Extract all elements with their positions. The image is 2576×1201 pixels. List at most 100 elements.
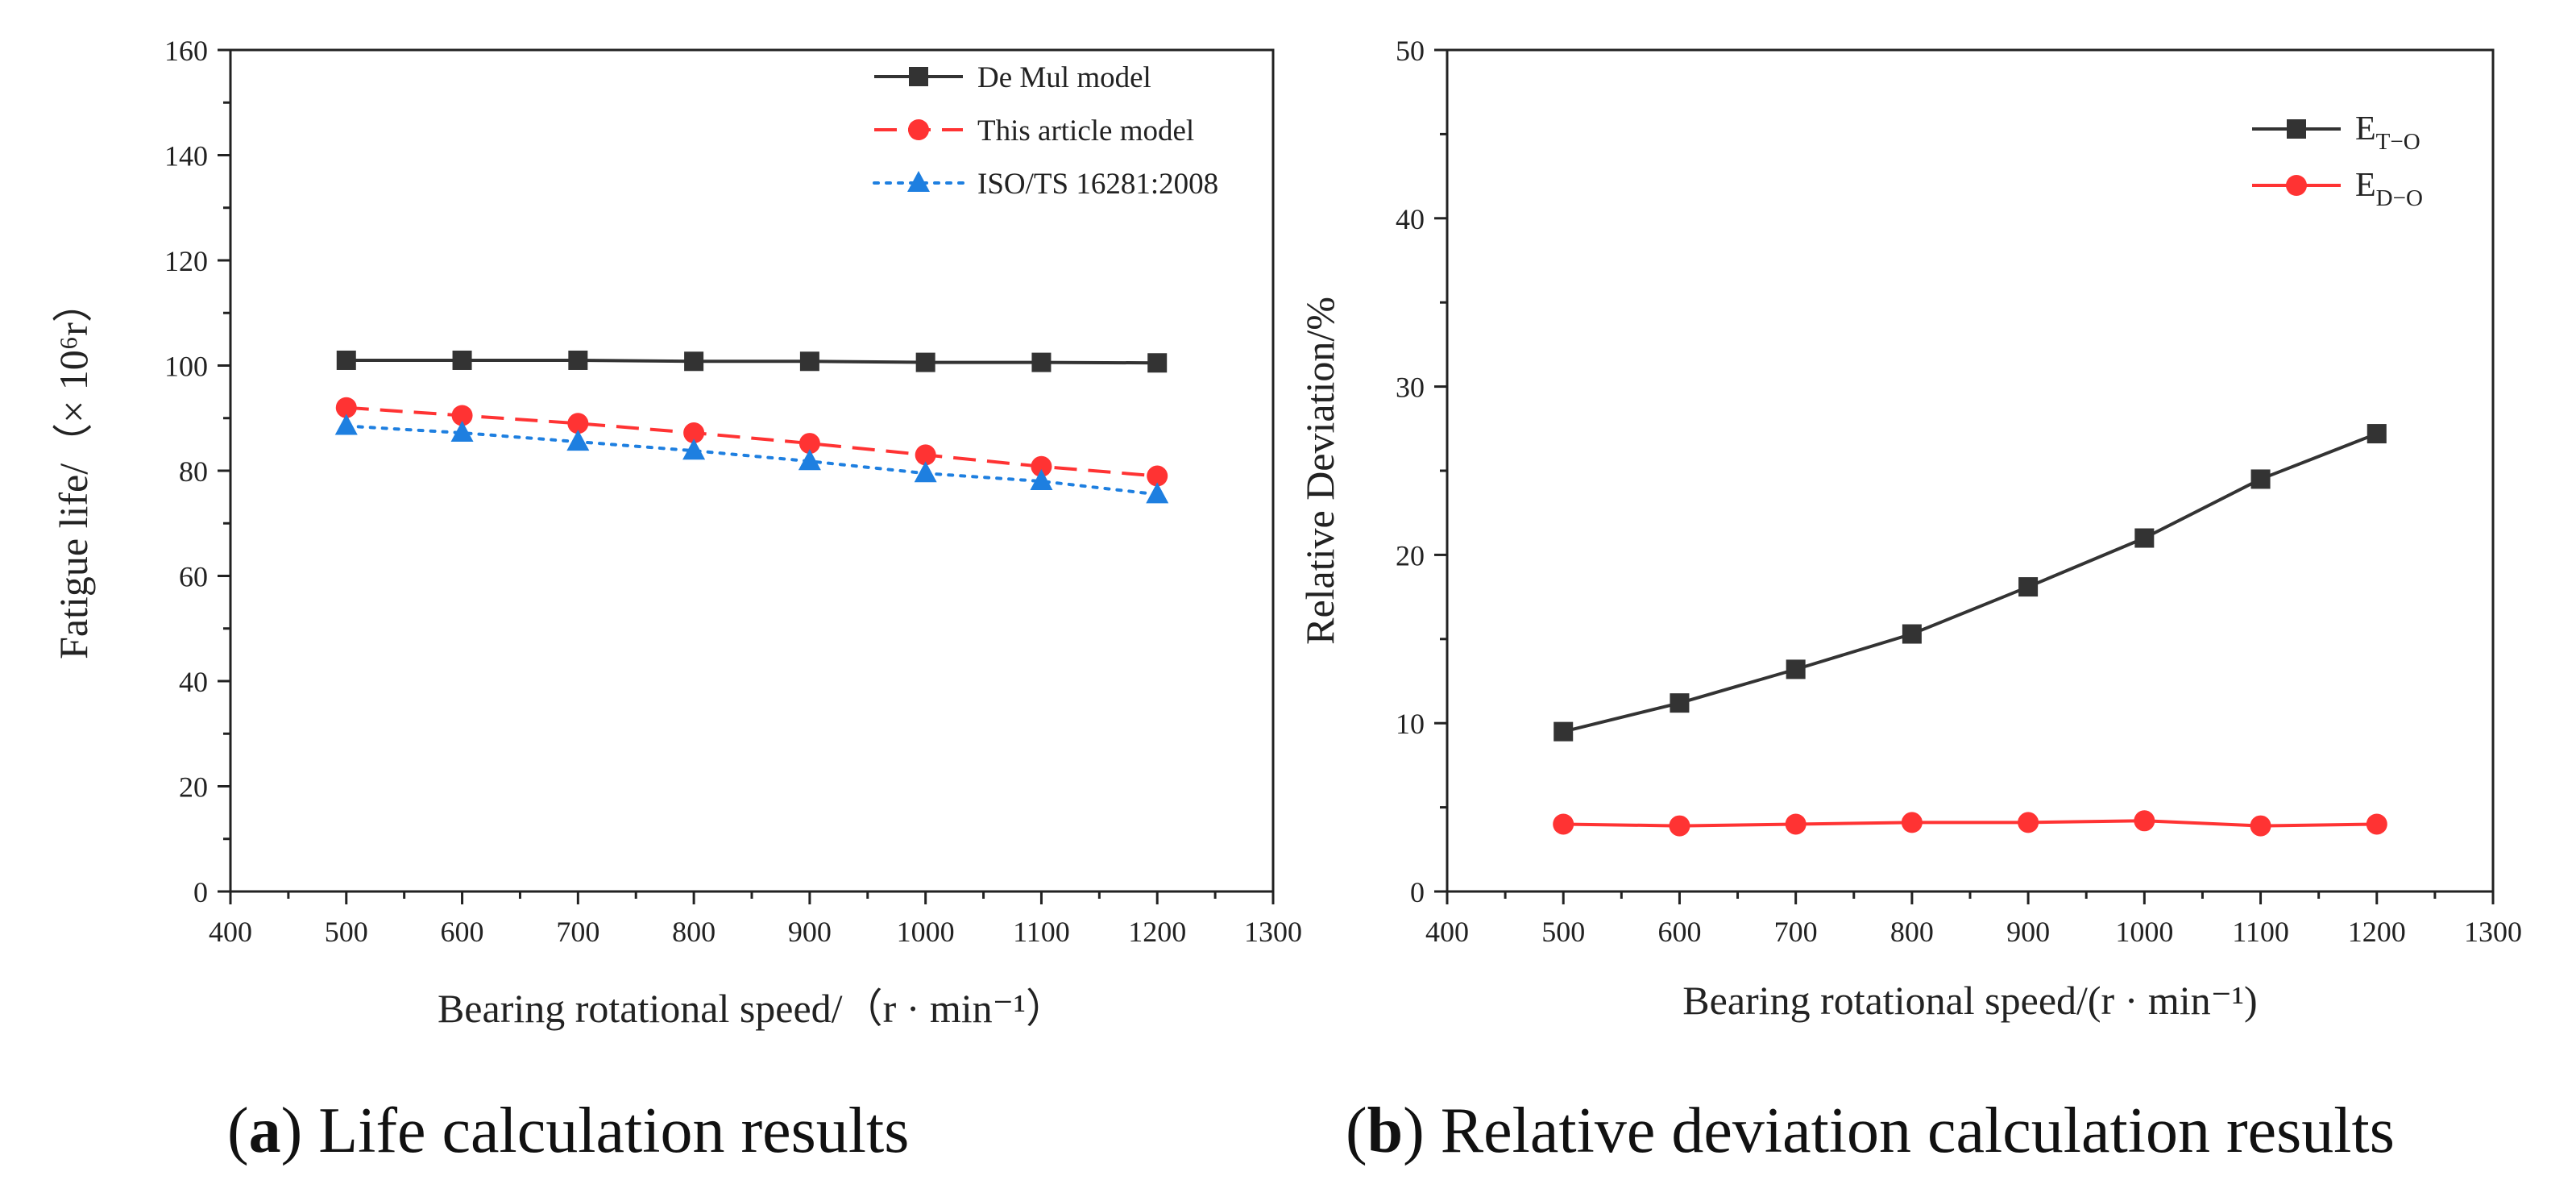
x-tick-label: 700 — [1774, 916, 1818, 948]
x-tick-label: 500 — [1541, 916, 1585, 948]
x-tick-label: 1200 — [1128, 916, 1186, 948]
data-point — [334, 413, 358, 435]
data-point — [1902, 624, 1922, 644]
data-point — [2018, 577, 2039, 597]
y-tick-label: 10 — [1396, 708, 1425, 740]
data-point — [2367, 424, 2387, 444]
data-point — [566, 430, 590, 451]
data-point — [1785, 813, 1807, 835]
data-point — [451, 405, 473, 426]
y-tick-label: 160 — [164, 35, 208, 67]
data-point — [1786, 659, 1806, 679]
y-tick-label: 0 — [1410, 876, 1425, 908]
legend-entry: De Mul model — [874, 61, 1151, 94]
series-1 — [335, 397, 1168, 487]
caption-b-text: Relative deviation calculation results — [1440, 1095, 2395, 1166]
legend-marker — [907, 171, 930, 192]
x-tick-label: 1000 — [897, 916, 955, 948]
data-point — [1146, 482, 1169, 504]
y-axis-label: Fatigue life/（× 10⁶r） — [51, 282, 96, 659]
series-0 — [336, 350, 1168, 373]
chart-life-calculation: 400 500 600 700 800 900 1000 1100 1200 1300 0 20 40 6… — [51, 35, 1302, 1031]
data-point — [452, 350, 472, 370]
series-2 — [334, 413, 1169, 504]
x-axis-label: Bearing rotational speed/(r · min⁻¹) — [1682, 978, 2257, 1023]
data-point — [2250, 469, 2271, 489]
caption-a: (a) Life calculation results — [227, 1095, 910, 1166]
legend-label: ISO/TS 16281:2008 — [977, 168, 1218, 201]
y-tick-label: 120 — [164, 245, 208, 277]
data-point — [1553, 721, 1574, 742]
x-tick-label: 500 — [325, 916, 368, 948]
caption-a-letter: a — [248, 1095, 281, 1166]
x-tick-label: 600 — [1657, 916, 1701, 948]
data-point — [1147, 353, 1168, 373]
data-point — [336, 350, 356, 370]
legend-entry: ET−O — [2252, 110, 2420, 155]
series-line — [346, 358, 1158, 365]
y-tick-label: 60 — [179, 561, 208, 593]
legend-marker — [909, 67, 928, 86]
data-point — [568, 350, 588, 370]
series-line — [1562, 432, 2378, 733]
caption-b-letter: b — [1367, 1095, 1404, 1166]
chart-relative-deviation: 400 500 600 700 800 900 1000 1100 1200 1300 0 10 20 3… — [1297, 35, 2522, 1023]
y-tick-label: 20 — [1396, 539, 1425, 571]
y-tick-label: 50 — [1396, 35, 1425, 67]
data-point — [2134, 528, 2155, 548]
x-tick-label: 600 — [441, 916, 484, 948]
x-tick-label: 1200 — [2348, 916, 2406, 948]
data-point — [915, 444, 936, 466]
data-point — [914, 461, 937, 483]
x-tick-label: 800 — [672, 916, 716, 948]
data-point — [1670, 693, 1690, 713]
data-point — [915, 352, 935, 372]
y-tick-label: 0 — [193, 876, 208, 908]
data-point — [2366, 813, 2387, 835]
x-tick-label: 1100 — [1013, 916, 1070, 948]
data-point — [1669, 815, 1690, 837]
data-point — [798, 449, 821, 471]
data-point — [682, 438, 706, 460]
legend-entry: This article model — [874, 114, 1194, 148]
data-point — [567, 413, 589, 434]
data-point — [2134, 810, 2155, 832]
x-tick-label: 800 — [1890, 916, 1934, 948]
data-point — [799, 433, 820, 455]
data-point — [2250, 815, 2271, 837]
x-tick-label: 700 — [556, 916, 599, 948]
legend-entry: ED−O — [2252, 167, 2423, 211]
y-tick-label: 20 — [179, 771, 208, 804]
data-point — [1031, 352, 1052, 372]
y-tick-label: 140 — [164, 140, 208, 172]
x-tick-label: 1100 — [2232, 916, 2289, 948]
legend-label: ED−O — [2355, 167, 2423, 211]
x-tick-label: 1300 — [2464, 916, 2522, 948]
x-tick-label: 900 — [788, 916, 832, 948]
legend-label: ET−O — [2355, 110, 2420, 155]
x-axis-label: Bearing rotational speed/（r · min⁻¹） — [438, 986, 1066, 1031]
legend-marker — [908, 119, 929, 140]
series-line — [346, 405, 1158, 478]
data-point — [1553, 813, 1574, 835]
legend-marker — [2286, 175, 2307, 196]
y-tick-label: 100 — [164, 351, 208, 383]
data-point — [1901, 812, 1923, 833]
x-tick-label: 1300 — [1244, 916, 1302, 948]
y-axis-label: Relative Deviation/% — [1297, 297, 1342, 645]
legend-label: This article model — [977, 114, 1194, 148]
caption-a-text: Life calculation results — [318, 1095, 910, 1166]
x-tick-label: 400 — [209, 916, 252, 948]
series-0 — [1553, 424, 2387, 742]
legend-label: De Mul model — [977, 61, 1151, 94]
x-tick-label: 1000 — [2115, 916, 2173, 948]
y-tick-label: 40 — [1396, 203, 1425, 235]
data-point — [683, 422, 705, 444]
series-line — [344, 424, 1159, 497]
y-tick-label: 30 — [1396, 372, 1425, 404]
data-point — [684, 351, 704, 372]
y-tick-label: 40 — [179, 666, 208, 698]
data-point — [1030, 469, 1053, 491]
legend-entry: ISO/TS 16281:2008 — [873, 168, 1218, 201]
data-point — [450, 421, 474, 443]
